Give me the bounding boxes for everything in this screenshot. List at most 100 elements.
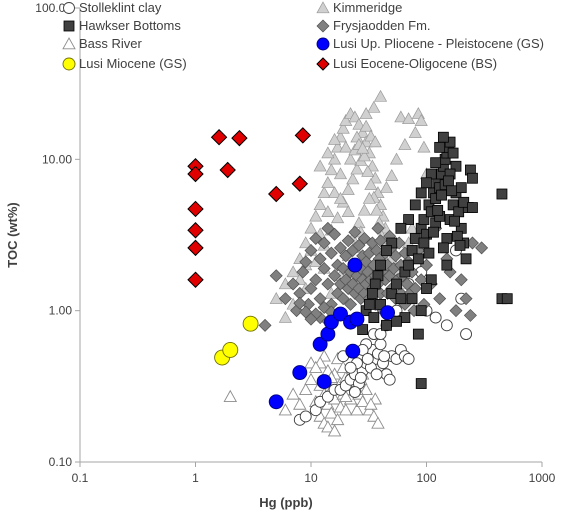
points-layer <box>187 89 513 437</box>
data-point <box>371 416 385 429</box>
data-point <box>293 397 307 410</box>
data-point <box>402 112 416 125</box>
data-point <box>187 165 204 183</box>
data-point <box>418 237 430 249</box>
data-point <box>380 305 395 321</box>
data-point <box>371 221 385 235</box>
data-point <box>333 306 348 322</box>
data-point <box>304 282 318 296</box>
legend-label-bass-river: Bass River <box>79 36 143 51</box>
data-point <box>299 410 312 423</box>
data-point <box>467 202 478 213</box>
data-point <box>454 239 466 251</box>
legend-label-lusi-miocene: Lusi Miocene (GS) <box>79 56 187 71</box>
legend-label-stolleklint: Stolleklint clay <box>79 0 162 15</box>
data-point <box>463 308 477 322</box>
data-point <box>417 140 431 153</box>
data-point <box>336 292 350 306</box>
data-point <box>364 397 378 410</box>
data-point <box>304 221 318 234</box>
data-point <box>304 312 318 326</box>
data-point <box>341 182 355 195</box>
x-tick-label: 1 <box>192 471 199 485</box>
data-point <box>345 343 361 359</box>
data-point <box>363 299 375 310</box>
y-tick-label: 1.00 <box>49 304 73 318</box>
data-point <box>451 230 463 242</box>
data-point <box>313 198 327 211</box>
series-lusi-eocene <box>187 127 312 288</box>
data-point <box>278 403 293 416</box>
data-point <box>299 255 313 269</box>
y-tick-label: 0.10 <box>49 455 73 469</box>
data-point <box>430 157 442 169</box>
data-point <box>449 215 460 227</box>
data-point <box>309 273 323 287</box>
data-point <box>421 177 432 189</box>
data-point <box>286 265 300 278</box>
y-tick-label: 10.00 <box>42 152 72 166</box>
data-point <box>475 241 489 255</box>
data-point <box>361 164 375 177</box>
data-point <box>501 293 513 305</box>
data-point <box>447 199 459 211</box>
data-point <box>339 140 353 153</box>
data-point <box>309 209 323 222</box>
data-point <box>459 292 473 306</box>
data-point <box>395 293 407 305</box>
data-point <box>437 131 449 143</box>
data-point <box>436 189 447 201</box>
data-point <box>242 315 259 332</box>
data-point <box>460 328 472 341</box>
data-point <box>187 200 204 218</box>
series-hawkser <box>357 131 513 389</box>
data-point <box>383 373 396 386</box>
data-point <box>368 171 382 184</box>
data-point <box>316 374 332 390</box>
ticks: 0.1 1 10 100 1000 0.10 1.00 10.00 100.00 <box>35 1 555 485</box>
data-point <box>374 328 387 341</box>
data-point <box>344 297 358 311</box>
data-point <box>374 234 388 248</box>
data-point <box>454 273 468 287</box>
data-point <box>210 129 228 146</box>
data-point <box>415 187 427 199</box>
data-point <box>333 241 347 255</box>
data-point <box>418 214 430 225</box>
data-point <box>296 265 310 279</box>
data-point <box>317 261 331 275</box>
data-point <box>359 382 373 396</box>
data-point <box>375 299 386 310</box>
data-point <box>381 245 392 256</box>
data-point <box>321 420 335 433</box>
legend-label-kimmeridge: Kimmeridge <box>333 0 402 15</box>
data-point <box>278 292 292 306</box>
data-point <box>327 132 342 145</box>
data-point <box>357 203 372 216</box>
data-point <box>374 338 387 351</box>
x-axis-title: Hg (ppb) <box>259 495 312 510</box>
legend: Stolleklint clay Hawkser Bottoms Bass Ri… <box>62 0 544 71</box>
data-point <box>412 328 424 340</box>
data-point <box>434 141 446 153</box>
data-point <box>381 319 392 331</box>
data-point <box>403 259 415 271</box>
data-point <box>286 387 300 400</box>
legend-label-lusi-pliocene: Lusi Up. Pliocene - Pleistocene (GS) <box>333 36 544 51</box>
data-point <box>309 360 323 373</box>
data-point <box>327 424 342 437</box>
data-point <box>313 252 327 266</box>
data-point <box>370 368 383 381</box>
data-point <box>324 163 338 176</box>
data-point <box>409 199 421 211</box>
legend-markers <box>62 1 330 71</box>
data-point <box>298 382 313 396</box>
data-point <box>341 205 355 217</box>
data-point <box>341 234 355 248</box>
data-point <box>446 185 458 197</box>
data-point <box>312 336 328 352</box>
data-point <box>406 245 418 256</box>
